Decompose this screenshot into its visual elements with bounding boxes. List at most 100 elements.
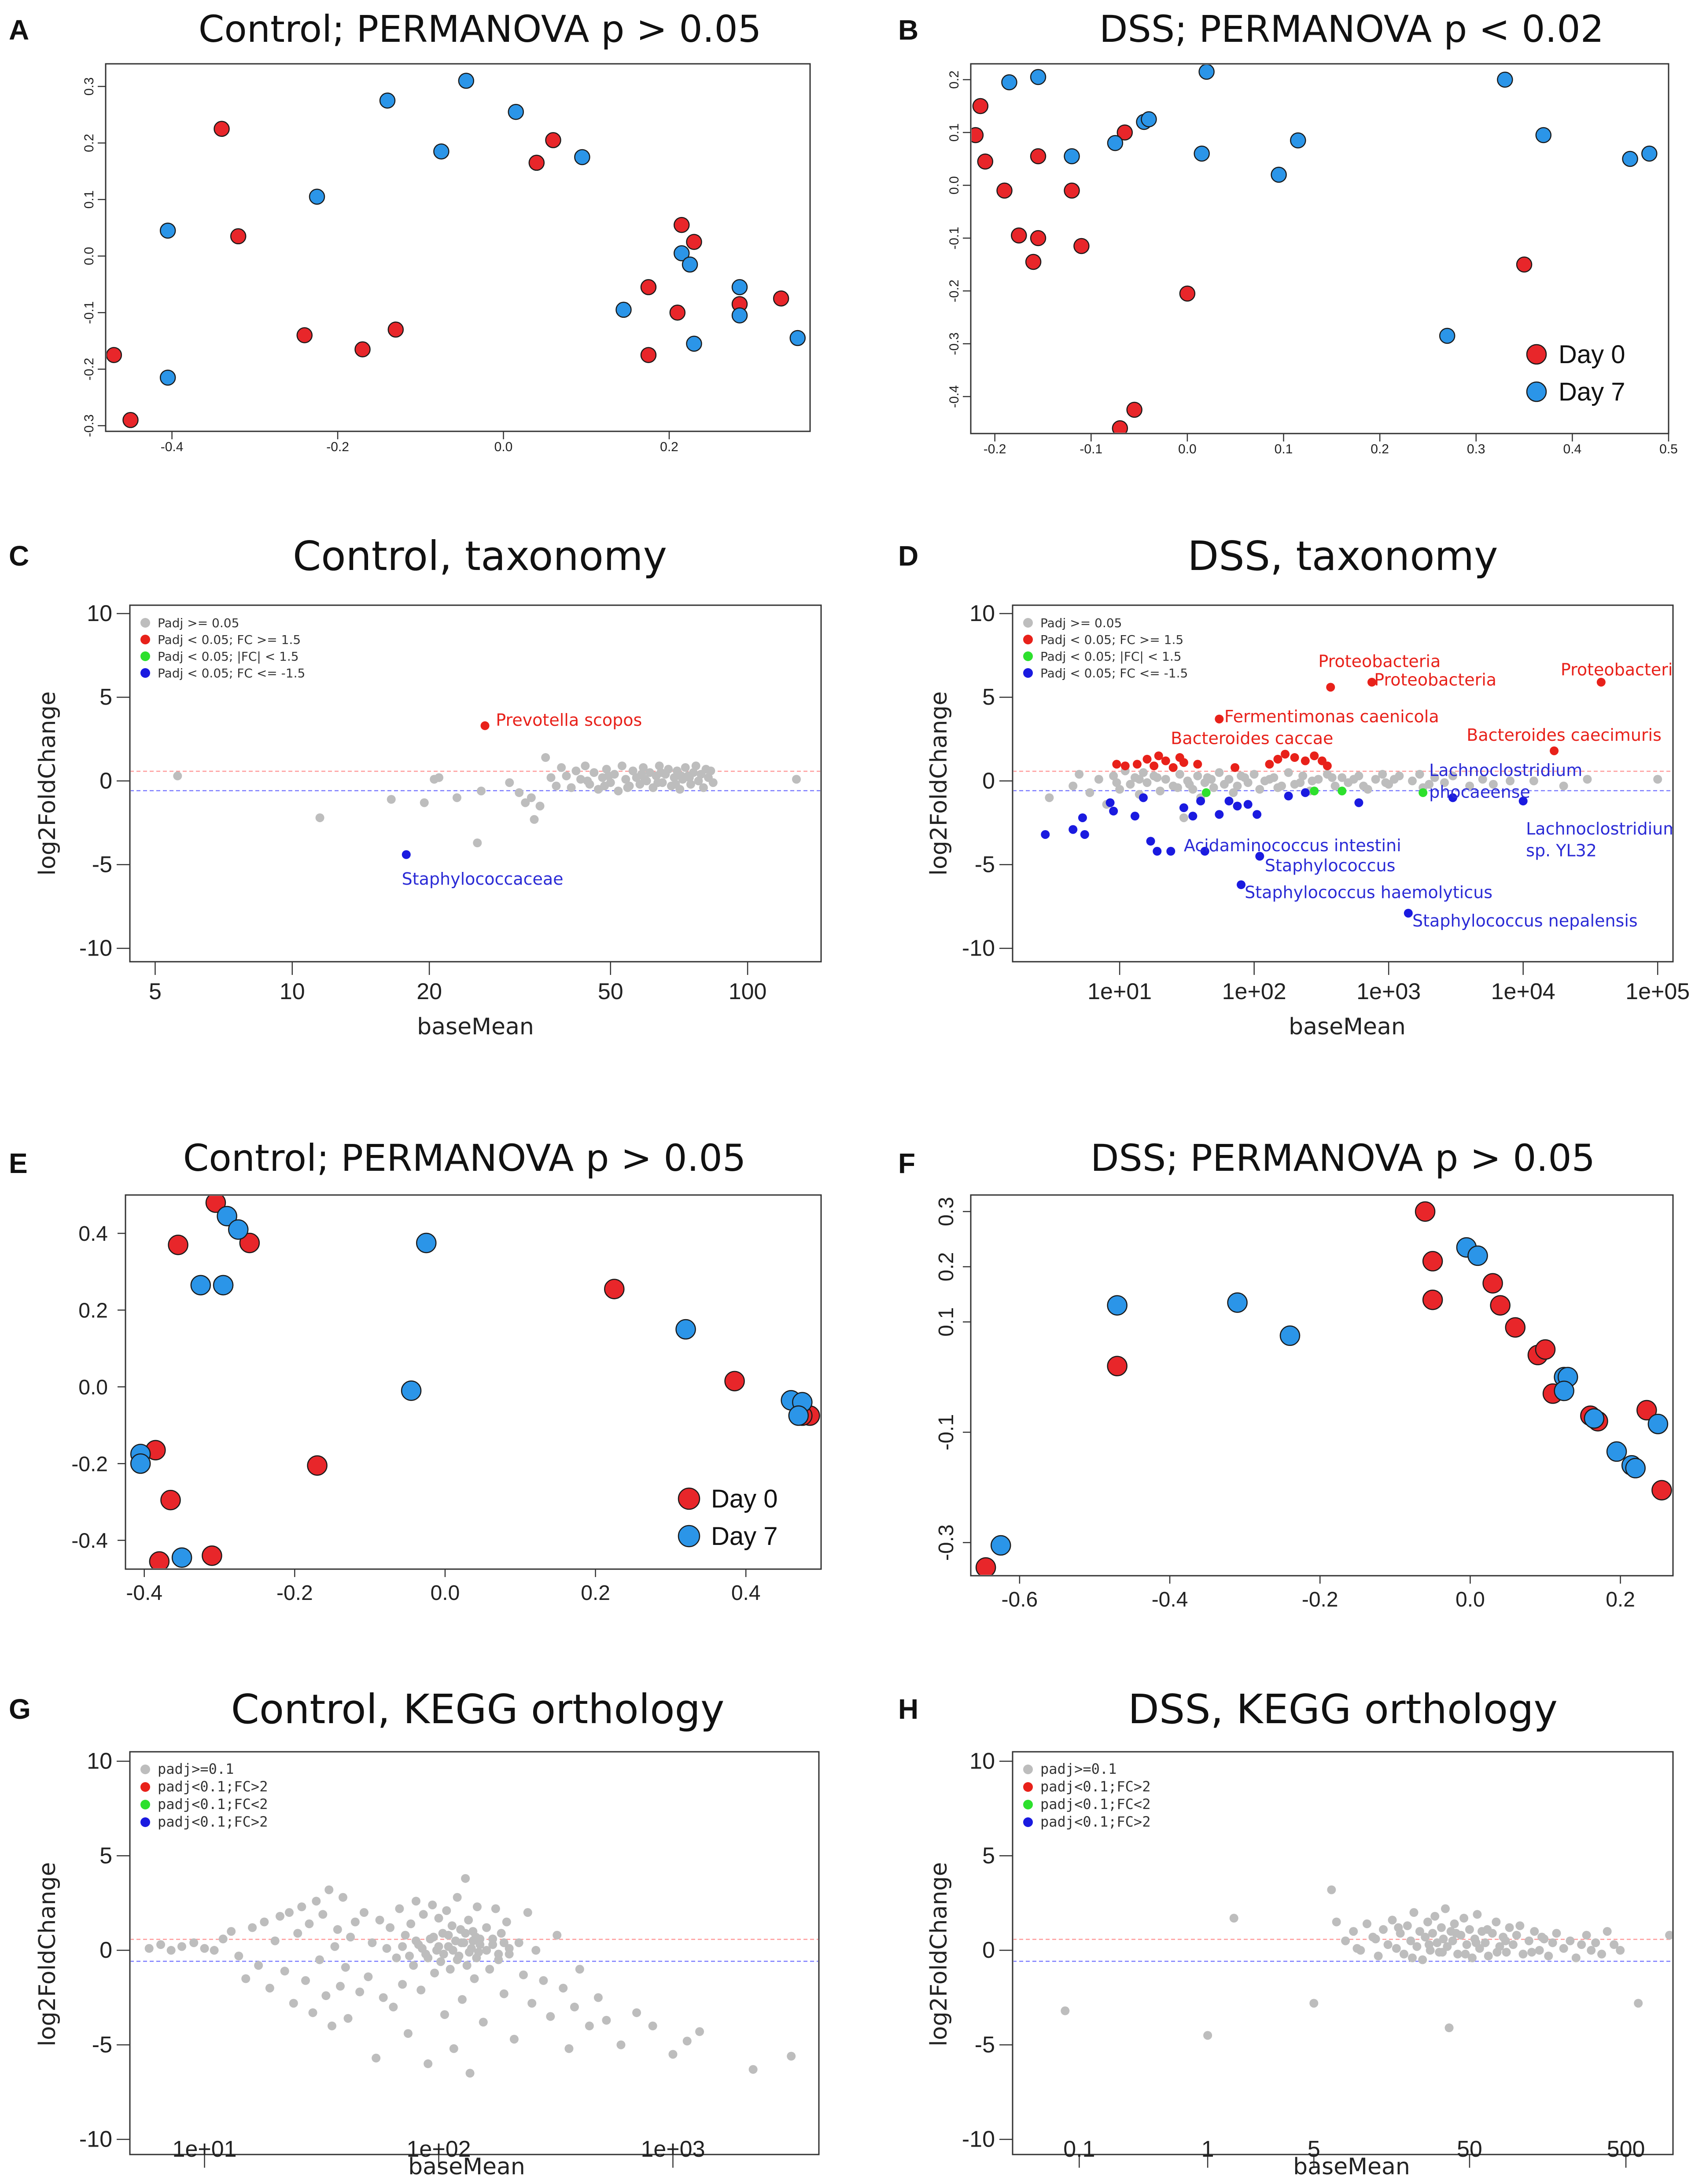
ns-point <box>401 1930 410 1940</box>
ns-point <box>1109 771 1118 780</box>
y-tick-label: 0.3 <box>82 77 96 96</box>
ns-point <box>475 1940 485 1949</box>
panel-letter: D <box>898 540 918 572</box>
day0-point <box>1535 1339 1556 1360</box>
ns-point <box>1392 1944 1401 1953</box>
ns-point <box>405 1951 414 1960</box>
small-fc-point <box>1201 788 1211 797</box>
down-point <box>1237 880 1246 890</box>
day7-point <box>1641 145 1658 162</box>
down-point <box>1078 813 1087 822</box>
point-annotation: Lachnoclostridium <box>1429 761 1582 780</box>
ns-point <box>189 1938 199 1947</box>
ns-point <box>557 763 566 772</box>
legend-label: Day 7 <box>711 1522 778 1551</box>
ns-point <box>440 2010 449 2019</box>
day0-point <box>673 217 690 233</box>
legend-label: Padj < 0.05; FC <= -1.5 <box>1040 666 1188 680</box>
ns-point <box>1094 775 1103 784</box>
plot-area <box>975 1201 1672 1575</box>
ns-point <box>315 813 324 822</box>
day7-point <box>416 1232 437 1254</box>
ns-point <box>530 815 539 824</box>
legend-label: Padj < 0.05; FC <= -1.5 <box>158 666 305 680</box>
ns-point <box>668 2050 678 2059</box>
ns-point <box>1529 776 1538 786</box>
ns-point <box>1571 1953 1581 1963</box>
ns-point <box>1518 1949 1528 1959</box>
ns-point <box>553 1930 562 1940</box>
ns-point <box>614 787 623 796</box>
ns-point <box>1591 1938 1600 1947</box>
legend-label: Day 0 <box>1559 340 1625 369</box>
point-annotation: Staphylococcus haemolyticus <box>1245 882 1492 902</box>
ns-point <box>177 1942 187 1951</box>
ns-point <box>368 1938 377 1947</box>
ns-point <box>289 1999 298 2008</box>
legend-marker <box>1023 668 1033 678</box>
day7-point <box>1001 74 1017 91</box>
y-tick-label: 0.1 <box>935 1307 958 1337</box>
panel-g: G Control, KEGG orthology 1e+01 1e+02 1e+03 -… <box>9 1686 820 2180</box>
day0-point <box>1112 420 1128 433</box>
ns-point <box>1085 788 1094 797</box>
plot-frame <box>1012 604 1674 963</box>
day7-point <box>1625 1458 1646 1478</box>
x-tick-label: -0.1 <box>1080 442 1102 456</box>
day0-point <box>669 304 686 321</box>
ns-point <box>485 1965 494 1974</box>
up-point <box>1367 677 1376 687</box>
plot-area <box>131 1874 818 2078</box>
day0-point <box>1011 227 1027 244</box>
ns-point <box>293 1929 302 1938</box>
ns-point <box>1527 1948 1537 1957</box>
y-tick-label: 5 <box>99 684 112 710</box>
ns-point <box>1448 1936 1457 1945</box>
ns-point <box>1338 773 1347 782</box>
ns-point <box>1153 773 1162 782</box>
point-annotation: Staphylococcus <box>1265 856 1396 875</box>
y-tick-label: 0 <box>982 768 995 794</box>
day7-point <box>1194 145 1210 162</box>
x-tick-label: 0.0 <box>431 1581 460 1605</box>
ns-point <box>1582 1930 1591 1940</box>
ns-point <box>280 1967 289 1976</box>
up-point <box>1142 754 1152 764</box>
x-tick-label: -0.2 <box>326 440 349 454</box>
ns-point <box>335 1982 345 1991</box>
ns-point <box>1332 1917 1341 1927</box>
day7-point <box>228 1219 249 1240</box>
y-axis-label: log2FoldChange <box>926 691 952 876</box>
day0-point <box>1025 254 1042 270</box>
ns-point <box>470 1974 479 1983</box>
ns-point <box>583 776 592 786</box>
point-annotation: sp. YL32 <box>1526 841 1597 860</box>
day0-point <box>149 1551 170 1568</box>
ns-point <box>1465 781 1474 791</box>
down-point <box>1139 793 1148 802</box>
ns-point <box>686 779 695 789</box>
ns-point <box>275 1912 284 1921</box>
day0-point <box>1505 1317 1526 1338</box>
ns-point <box>1461 1949 1470 1959</box>
day0-point <box>773 290 789 307</box>
y-tick-label: -0.2 <box>71 1452 108 1476</box>
day7-point <box>1064 148 1080 165</box>
x-tick-label: 1e+03 <box>641 2136 705 2162</box>
day7-point <box>1141 111 1157 128</box>
x-tick-label: 0.0 <box>1178 442 1197 456</box>
ns-point <box>653 778 663 787</box>
legend-label: padj<0.1;FC>2 <box>158 1778 268 1795</box>
down-point <box>1284 791 1293 801</box>
ns-point <box>1441 1904 1450 1913</box>
ns-point <box>1597 1949 1607 1959</box>
x-tick-label: -0.2 <box>984 442 1006 456</box>
day0-point <box>107 347 122 363</box>
ns-point <box>430 1968 439 1978</box>
x-tick-label: -0.4 <box>1152 1588 1188 1611</box>
ns-point <box>1566 1936 1575 1945</box>
ns-point <box>1610 1940 1619 1949</box>
day0-point <box>528 154 545 171</box>
ns-point <box>1139 768 1148 777</box>
ns-point <box>1425 779 1434 789</box>
